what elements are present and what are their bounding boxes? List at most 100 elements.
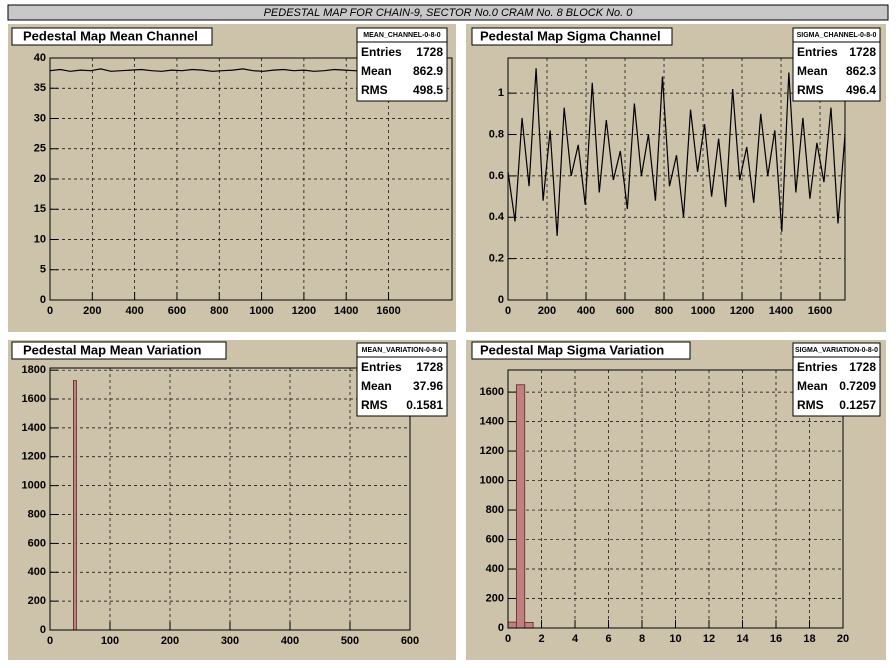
stats-name: MEAN_VARIATION-0-8-0: [362, 347, 443, 354]
y-tick-label: 1800: [22, 364, 46, 376]
x-tick-label: 4: [572, 633, 579, 645]
x-tick-label: 1200: [730, 305, 754, 317]
stats-value: 37.96: [413, 379, 443, 393]
x-tick-label: 6: [605, 633, 611, 645]
x-tick-label: 8: [639, 633, 645, 645]
stats-value: 1728: [849, 45, 876, 59]
y-tick-label: 0.2: [489, 253, 504, 265]
y-tick-label: 600: [28, 537, 46, 549]
title-box: [471, 341, 691, 360]
plot-frame: [507, 369, 844, 629]
x-tick-label: 1600: [808, 305, 832, 317]
y-tick-label: 0.6: [489, 170, 504, 182]
plot-frame: [49, 367, 411, 631]
y-tick-label: 1000: [480, 474, 504, 486]
data-line: [49, 68, 416, 72]
x-tick-label: 100: [101, 635, 119, 647]
y-tick-label: 40: [34, 52, 46, 64]
x-tick-label: 14: [736, 633, 749, 645]
y-tick-label: 600: [486, 533, 504, 545]
x-tick-label: 1000: [691, 305, 715, 317]
histogram-bar: [507, 621, 517, 629]
header-bar: [7, 4, 889, 21]
y-tick-label: 0: [40, 294, 46, 306]
x-tick-label: 300: [221, 635, 239, 647]
x-tick-label: 12: [703, 633, 715, 645]
y-tick-label: 20: [34, 173, 46, 185]
stats-label: Mean: [797, 64, 828, 78]
y-tick-label: 200: [28, 595, 46, 607]
y-tick-label: 400: [28, 566, 46, 578]
y-tick-label: 1400: [480, 416, 504, 428]
y-tick-label: 35: [34, 82, 46, 94]
chart-title: Pedestal Map Sigma Channel: [480, 28, 661, 43]
x-tick-label: 16: [770, 633, 782, 645]
stats-label: Entries: [797, 45, 838, 59]
x-tick-label: 400: [125, 305, 143, 317]
x-tick-label: 18: [803, 633, 815, 645]
stats-label: RMS: [361, 398, 388, 412]
stats-label: Mean: [361, 64, 392, 78]
stats-name: MEAN_CHANNEL-0-8-0: [363, 32, 441, 39]
y-tick-label: 1600: [22, 393, 46, 405]
title-box: [11, 341, 227, 360]
stats-label: Entries: [797, 360, 838, 374]
stats-value: 1728: [849, 360, 876, 374]
stats-label: Mean: [797, 379, 828, 393]
histogram-bar: [515, 384, 526, 629]
stats-label: RMS: [797, 83, 824, 97]
x-tick-label: 500: [341, 635, 359, 647]
y-tick-label: 10: [34, 233, 46, 245]
histogram-bar: [73, 380, 77, 631]
y-tick-label: 1: [498, 87, 504, 99]
x-tick-label: 1400: [334, 305, 358, 317]
x-tick-label: 600: [401, 635, 419, 647]
x-tick-label: 600: [616, 305, 634, 317]
x-tick-label: 400: [577, 305, 595, 317]
plot-frame: [507, 57, 846, 301]
stats-box: [792, 342, 881, 417]
x-tick-label: 0: [47, 305, 53, 317]
x-tick-label: 200: [83, 305, 101, 317]
x-tick-label: 1400: [769, 305, 793, 317]
y-tick-label: 5: [40, 264, 46, 276]
x-tick-label: 10: [669, 633, 681, 645]
y-tick-label: 0: [40, 624, 46, 636]
x-tick-label: 200: [538, 305, 556, 317]
y-tick-label: 800: [28, 508, 46, 520]
y-tick-label: 0: [498, 622, 504, 634]
x-tick-label: 0: [505, 305, 511, 317]
y-tick-label: 1400: [22, 422, 46, 434]
chart-title: Pedestal Map Mean Variation: [23, 342, 202, 357]
x-tick-label: 0: [47, 635, 53, 647]
stats-value: 1728: [416, 360, 443, 374]
y-tick-label: 1200: [480, 445, 504, 457]
chart-title: Pedestal Map Mean Channel: [23, 28, 198, 43]
stats-name: SIGMA_CHANNEL-0-8-0: [797, 32, 877, 39]
stats-value: 498.5: [413, 83, 443, 97]
y-tick-label: 30: [34, 112, 46, 124]
title-box: [11, 27, 213, 46]
x-tick-label: 800: [655, 305, 673, 317]
x-tick-label: 600: [168, 305, 186, 317]
stats-value: 862.9: [413, 64, 443, 78]
x-tick-label: 20: [837, 633, 849, 645]
stats-label: Mean: [361, 379, 392, 393]
x-tick-label: 1200: [292, 305, 316, 317]
stats-value: 0.1257: [839, 398, 876, 412]
stats-value: 862.3: [846, 64, 876, 78]
x-tick-label: 800: [210, 305, 228, 317]
y-tick-label: 200: [486, 592, 504, 604]
stats-label: Entries: [361, 45, 402, 59]
y-tick-label: 800: [486, 504, 504, 516]
stats-value: 0.7209: [839, 379, 876, 393]
y-tick-label: 1600: [480, 386, 504, 398]
histogram-bar: [524, 621, 534, 629]
stats-label: RMS: [797, 398, 824, 412]
y-tick-label: 0.4: [489, 211, 505, 223]
x-tick-label: 0: [505, 633, 511, 645]
stats-name: SIGMA_VARIATION-0-8-0: [795, 347, 878, 354]
y-tick-label: 0.8: [489, 128, 504, 140]
stats-box: [792, 27, 881, 102]
